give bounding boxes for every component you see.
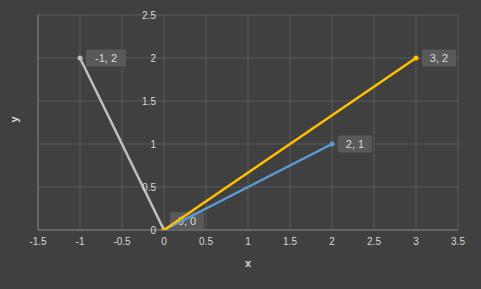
svg-text:0, 0: 0, 0 [177, 214, 197, 227]
svg-text:0.5: 0.5 [142, 182, 156, 193]
svg-text:2.5: 2.5 [142, 10, 156, 21]
svg-text:0.5: 0.5 [199, 236, 213, 247]
svg-text:-0.5: -0.5 [113, 236, 131, 247]
svg-text:-1: -1 [76, 236, 85, 247]
svg-text:2: 2 [150, 53, 156, 64]
svg-text:1.5: 1.5 [142, 96, 156, 107]
svg-text:2, 1: 2, 1 [346, 138, 364, 150]
svg-text:3: 3 [413, 236, 419, 247]
svg-text:3, 2: 3, 2 [430, 52, 448, 64]
svg-text:0: 0 [150, 225, 156, 236]
svg-text:0: 0 [161, 236, 167, 247]
svg-text:1: 1 [150, 139, 156, 150]
svg-text:-1, 2: -1, 2 [95, 52, 117, 64]
svg-text:1.5: 1.5 [283, 236, 297, 247]
svg-text:y: y [8, 116, 20, 123]
svg-text:3.5: 3.5 [451, 236, 465, 247]
svg-text:1: 1 [245, 236, 251, 247]
svg-text:-1.5: -1.5 [29, 236, 47, 247]
svg-text:2.5: 2.5 [367, 236, 381, 247]
svg-text:x: x [245, 257, 252, 269]
svg-text:2: 2 [329, 236, 335, 247]
